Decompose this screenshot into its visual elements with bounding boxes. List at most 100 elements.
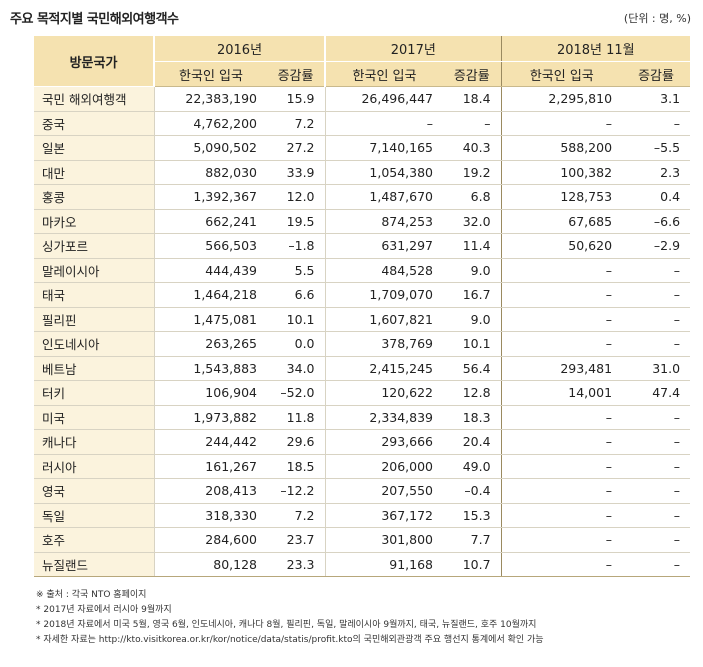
period-header-2016: 2016년: [152, 36, 326, 62]
change-rate-cell: 15.9: [267, 86, 326, 112]
arrivals-cell: 318,330: [153, 503, 267, 528]
arrivals-cell: 67,685: [500, 209, 623, 234]
sub-header-arrivals: 한국인 입국: [324, 61, 444, 87]
table-row: 뉴질랜드 80,128 23.3 91,168 10.7– –: [34, 552, 691, 577]
change-rate-cell: 12.8: [443, 380, 502, 406]
table-row: 독일 318,330 7.2 367,172 15.3– –: [34, 503, 691, 528]
change-rate-cell: 2.3: [622, 160, 691, 185]
arrivals-cell: 1,487,670: [324, 184, 444, 210]
unit-label: (단위 : 명, %): [623, 12, 691, 25]
change-rate-cell: –12.2: [267, 478, 326, 504]
country-name-cell: 마카오: [34, 209, 154, 234]
country-name-cell: 대만: [34, 160, 154, 185]
table-row: 국민 해외여행객 22,383,190 15.9 26,496,447 18.4 2,29…: [34, 86, 691, 112]
arrivals-cell: 244,442: [153, 429, 267, 455]
change-rate-cell: –: [622, 331, 691, 357]
sub-header-arrivals: 한국인 입국: [153, 61, 267, 87]
arrivals-cell: 284,600: [153, 527, 267, 553]
arrivals-cell: 26,496,447: [324, 86, 444, 112]
change-rate-cell: –: [622, 405, 691, 430]
footnote: * 2017년 자료에서 러시아 9월까지: [36, 605, 172, 615]
change-rate-cell: 11.4: [443, 233, 502, 259]
table-row: 필리핀 1,475,081 10.1 1,607,821 9.0– –: [34, 307, 691, 332]
change-rate-cell: 7.2: [267, 111, 326, 136]
change-rate-cell: –: [443, 111, 502, 136]
country-name-cell: 터키: [34, 380, 154, 406]
arrivals-cell: 1,973,882: [153, 405, 267, 430]
table-row: 캐나다 244,442 29.6 293,666 20.4– –: [34, 429, 691, 455]
footnotes: ※ 출처 : 각국 NTO 홈페이지 * 2017년 자료에서 러시아 9월까지…: [36, 588, 544, 648]
country-name-cell: 독일: [34, 503, 154, 528]
change-rate-cell: –: [622, 527, 691, 553]
arrivals-cell: 128,753: [500, 184, 623, 210]
change-rate-cell: –0.4: [443, 478, 502, 504]
change-rate-cell: 15.3: [443, 503, 502, 528]
arrivals-cell: 263,265: [153, 331, 267, 357]
table-row: 영국 208,413 –12.2 207,550 –0.4– –: [34, 478, 691, 504]
arrivals-cell: 444,439: [153, 258, 267, 283]
arrivals-cell: 206,000: [324, 454, 444, 479]
sub-header-change-rate: 증감률: [622, 61, 691, 87]
change-rate-cell: 11.8: [267, 405, 326, 430]
table-row: 홍콩 1,392,367 12.0 1,487,670 6.8 128,753 0.4: [34, 184, 691, 210]
change-rate-cell: 33.9: [267, 160, 326, 185]
sub-header-change-rate: 증감률: [443, 61, 502, 87]
table-row: 일본 5,090,502 27.2 7,140,165 40.3 588,200 –5.5: [34, 135, 691, 161]
period-header-2018-11: 2018년 11월: [500, 36, 691, 62]
arrivals-cell: 1,392,367: [153, 184, 267, 210]
change-rate-cell: 3.1: [622, 86, 691, 112]
change-rate-cell: 18.3: [443, 405, 502, 430]
change-rate-cell: 23.3: [267, 552, 326, 577]
arrivals-cell: 1,475,081: [153, 307, 267, 332]
arrivals-cell: 367,172: [324, 503, 444, 528]
table-row: 싱가포르 566,503 –1.8 631,297 11.4 50,620 –2.9: [34, 233, 691, 259]
change-rate-cell: –: [622, 282, 691, 308]
change-rate-cell: 7.7: [443, 527, 502, 553]
change-rate-cell: 9.0: [443, 307, 502, 332]
country-name-cell: 인도네시아: [34, 331, 154, 357]
change-rate-cell: 6.6: [267, 282, 326, 308]
table-row: 마카오 662,241 19.5 874,253 32.0 67,685 –6.6: [34, 209, 691, 234]
country-name-cell: 일본: [34, 135, 154, 161]
table-row: 대만 882,030 33.9 1,054,380 19.2 100,382 2.3: [34, 160, 691, 185]
table-row: 미국 1,973,882 11.8 2,334,839 18.3– –: [34, 405, 691, 430]
arrivals-cell: 1,709,070: [324, 282, 444, 308]
table-row: 호주 284,600 23.7 301,800 7.7– –: [34, 527, 691, 553]
arrivals-cell: –: [500, 552, 623, 577]
change-rate-cell: –5.5: [622, 135, 691, 161]
change-rate-cell: 19.5: [267, 209, 326, 234]
change-rate-cell: 10.7: [443, 552, 502, 577]
country-column-header: 방문국가: [34, 36, 154, 87]
country-name-cell: 홍콩: [34, 184, 154, 210]
table-row: 중국 4,762,200 7.2– – – –: [34, 111, 691, 136]
arrivals-cell: –: [500, 454, 623, 479]
arrivals-cell: –: [500, 282, 623, 308]
change-rate-cell: 18.5: [267, 454, 326, 479]
country-name-cell: 필리핀: [34, 307, 154, 332]
change-rate-cell: –2.9: [622, 233, 691, 259]
change-rate-cell: –: [622, 429, 691, 455]
footnote: * 2018년 자료에서 미국 5월, 영국 6월, 인도네시아, 캐나다 8월…: [36, 620, 537, 630]
arrivals-cell: 208,413: [153, 478, 267, 504]
country-name-cell: 미국: [34, 405, 154, 430]
change-rate-cell: 19.2: [443, 160, 502, 185]
footnote: * 자세한 자료는 http://kto.visitkorea.or.kr/ko…: [36, 635, 544, 645]
sub-header-arrivals: 한국인 입국: [500, 61, 623, 87]
arrivals-cell: 293,666: [324, 429, 444, 455]
arrivals-cell: –: [500, 331, 623, 357]
arrivals-cell: 2,415,245: [324, 356, 444, 381]
period-header-2017: 2017년: [324, 36, 502, 62]
table-row: 말레이시아 444,439 5.5 484,528 9.0– –: [34, 258, 691, 283]
arrivals-cell: 207,550: [324, 478, 444, 504]
arrivals-cell: –: [324, 111, 444, 136]
arrivals-cell: –: [500, 503, 623, 528]
arrivals-cell: –: [500, 429, 623, 455]
change-rate-cell: 7.2: [267, 503, 326, 528]
arrivals-cell: 100,382: [500, 160, 623, 185]
arrivals-cell: 1,543,883: [153, 356, 267, 381]
change-rate-cell: 47.4: [622, 380, 691, 406]
arrivals-cell: 91,168: [324, 552, 444, 577]
table-row: 베트남 1,543,883 34.0 2,415,245 56.4 293,481 31.0: [34, 356, 691, 381]
table-title: 주요 목적지별 국민해외여행객수: [10, 12, 179, 27]
change-rate-cell: –: [622, 552, 691, 577]
